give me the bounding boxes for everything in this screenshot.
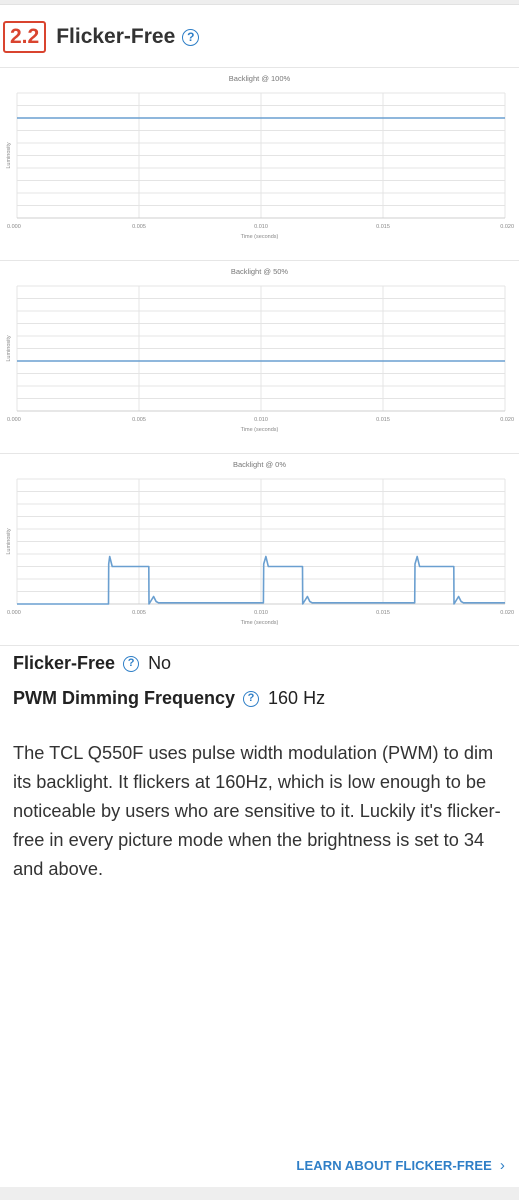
x-tick-label: 0.020 [500, 417, 514, 423]
x-tick-label: 0.000 [7, 610, 21, 616]
chart-backlight-50-svg: Backlight @ 50% 0.000 0.005 0.010 0.015 0.020… [6, 267, 514, 433]
y-axis-label: Luminosity [6, 335, 12, 362]
chart-title: Backlight @ 0% [233, 460, 286, 469]
learn-about-link[interactable]: LEARN ABOUT FLICKER-FREE › [296, 1157, 505, 1174]
chart-backlight-0: Backlight @ 0% 0.000 0.005 0.010 0.015 0.020 T… [0, 453, 519, 639]
x-tick-label: 0.010 [254, 610, 268, 616]
series-line [17, 555, 505, 605]
x-tick-label: 0.010 [254, 417, 268, 423]
spec-pwm-label: PWM Dimming Frequency [13, 688, 236, 708]
flicker-free-card: 2.2 Flicker-Free ? Backlight @ 100% 0.000… [0, 4, 519, 1187]
spec-pwm-value: 160 Hz [268, 688, 326, 708]
section-number-badge: 2.2 [3, 21, 47, 53]
chart-backlight-100-svg: Backlight @ 100% 0.000 0.005 0.010 0.015 0.02… [6, 74, 514, 240]
chart-backlight-50: Backlight @ 50% 0.000 0.005 0.010 0.015 0.020… [0, 260, 519, 446]
divider [0, 645, 519, 646]
chart-backlight-0-svg: Backlight @ 0% 0.000 0.005 0.010 0.015 0.020 T… [6, 460, 514, 626]
x-tick-label: 0.020 [500, 224, 514, 230]
question-circle-icon[interactable]: ? [243, 690, 260, 707]
chart-title: Backlight @ 100% [229, 74, 291, 83]
x-tick-label: 0.010 [254, 224, 268, 230]
x-tick-label: 0.000 [7, 224, 21, 230]
x-tick-label: 0.020 [500, 610, 514, 616]
x-axis-label: Time (seconds) [241, 620, 279, 626]
x-tick-label: 0.005 [132, 417, 146, 423]
question-circle-icon[interactable]: ? [123, 655, 140, 672]
spec-flicker-free-value: No [148, 653, 172, 673]
x-tick-label: 0.000 [7, 417, 21, 423]
spec-flicker-free-label: Flicker-Free [13, 653, 116, 673]
x-tick-label: 0.005 [132, 610, 146, 616]
spec-flicker-free: Flicker-Free ? No [13, 653, 171, 674]
x-tick-label: 0.015 [376, 224, 390, 230]
x-tick-label: 0.015 [376, 610, 390, 616]
x-tick-label: 0.005 [132, 224, 146, 230]
learn-about-link-label: LEARN ABOUT FLICKER-FREE [296, 1158, 492, 1173]
chevron-right-icon: › [499, 1157, 505, 1174]
x-axis-label: Time (seconds) [241, 234, 279, 240]
question-circle-icon[interactable]: ? [182, 28, 200, 46]
x-tick-label: 0.015 [376, 417, 390, 423]
spec-pwm-frequency: PWM Dimming Frequency ? 160 Hz [13, 688, 325, 709]
x-axis-label: Time (seconds) [241, 427, 279, 433]
y-axis-label: Luminosity [6, 142, 12, 169]
section-header: 2.2 Flicker-Free ? [0, 19, 200, 55]
chart-title: Backlight @ 50% [231, 267, 289, 276]
section-title: Flicker-Free [56, 25, 176, 48]
chart-backlight-100: Backlight @ 100% 0.000 0.005 0.010 0.015 0.02… [0, 67, 519, 253]
description-text: The TCL Q550F uses pulse width modulatio… [13, 743, 501, 879]
y-axis-label: Luminosity [6, 528, 12, 555]
